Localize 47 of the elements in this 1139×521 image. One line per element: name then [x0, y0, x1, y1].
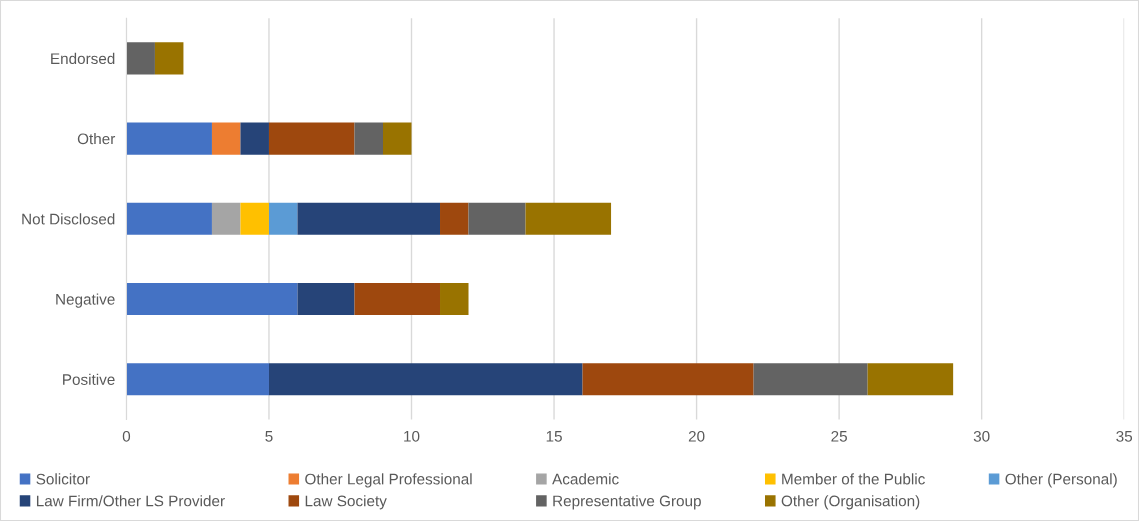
bar: [753, 363, 868, 396]
bar: [440, 283, 469, 316]
x-tick-label: 0: [122, 430, 131, 442]
bar: [297, 202, 441, 235]
bar: [126, 122, 212, 155]
x-tick-label: 5: [265, 431, 273, 442]
legend-label: Academic: [552, 473, 619, 485]
bar: [240, 202, 269, 235]
bar: [383, 122, 412, 155]
y-tick-label: Not Disclosed: [22, 213, 115, 225]
bar: [268, 122, 355, 155]
bar: [297, 283, 355, 316]
legend-label: Other (Organisation): [781, 495, 920, 510]
bar: [354, 122, 383, 155]
bar: [211, 202, 241, 235]
legend-label: Other Legal Professional: [305, 473, 472, 488]
legend-label: Law Firm/Other LS Provider: [36, 495, 225, 507]
bar: [126, 363, 269, 396]
x-tick-label: 15: [546, 431, 562, 442]
x-tick-label: 25: [831, 430, 847, 442]
bar: [240, 122, 269, 155]
y-tick-label: Negative: [56, 293, 115, 308]
bar: [582, 363, 754, 396]
bar: [867, 363, 954, 396]
bar: [468, 202, 526, 235]
y-tick-label: Positive: [63, 373, 115, 385]
x-tick-label: 30: [973, 430, 990, 442]
legend-label: Law Society: [305, 495, 387, 510]
bar: [154, 42, 184, 75]
bar: [126, 42, 155, 75]
bar: [268, 202, 298, 235]
legend-label: Solicitor: [36, 473, 90, 485]
x-tick-label: 35: [1116, 430, 1133, 442]
bar: [354, 283, 441, 316]
bar: [126, 202, 212, 235]
legend-label: Member of the Public: [782, 473, 925, 485]
y-tick-label: Other: [77, 133, 116, 145]
bar: [525, 202, 612, 235]
legend-label: Representative Group: [553, 495, 701, 510]
x-tick-label: 20: [688, 430, 705, 442]
bar: [126, 283, 298, 316]
y-tick-label: Endorsed: [51, 52, 115, 65]
bar: [268, 363, 583, 396]
bar: [440, 202, 469, 235]
x-tick-label: 10: [404, 430, 420, 442]
legend-label: Other (Personal): [1005, 473, 1117, 488]
bar: [211, 122, 241, 155]
